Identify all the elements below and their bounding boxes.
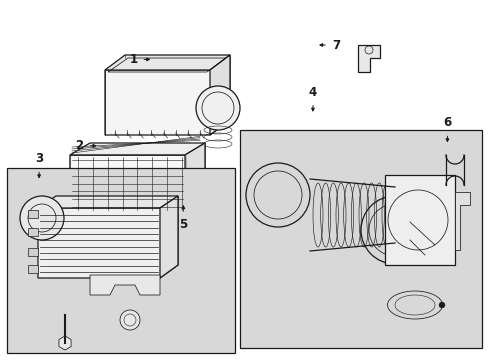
Polygon shape	[240, 130, 481, 348]
Polygon shape	[70, 143, 204, 155]
Polygon shape	[160, 196, 178, 278]
Text: 3: 3	[35, 152, 43, 165]
Text: 6: 6	[443, 116, 450, 129]
Polygon shape	[357, 45, 379, 72]
Polygon shape	[28, 248, 38, 256]
Polygon shape	[184, 143, 204, 212]
Polygon shape	[28, 210, 38, 218]
Text: 5: 5	[179, 218, 187, 231]
Text: 1: 1	[129, 53, 137, 66]
Polygon shape	[105, 55, 229, 135]
Circle shape	[438, 302, 444, 308]
Polygon shape	[28, 228, 38, 236]
Text: 2: 2	[75, 139, 83, 152]
Polygon shape	[70, 143, 204, 212]
Polygon shape	[38, 196, 178, 208]
Polygon shape	[38, 196, 178, 278]
Polygon shape	[59, 336, 71, 350]
Polygon shape	[105, 55, 229, 70]
FancyBboxPatch shape	[384, 175, 454, 265]
Polygon shape	[454, 192, 469, 250]
Polygon shape	[28, 265, 38, 273]
Circle shape	[196, 86, 240, 130]
FancyBboxPatch shape	[7, 168, 235, 353]
Circle shape	[20, 196, 64, 240]
Polygon shape	[209, 55, 229, 135]
Text: 4: 4	[308, 86, 316, 99]
Circle shape	[120, 310, 140, 330]
Polygon shape	[90, 275, 160, 295]
Text: 7: 7	[331, 39, 340, 51]
